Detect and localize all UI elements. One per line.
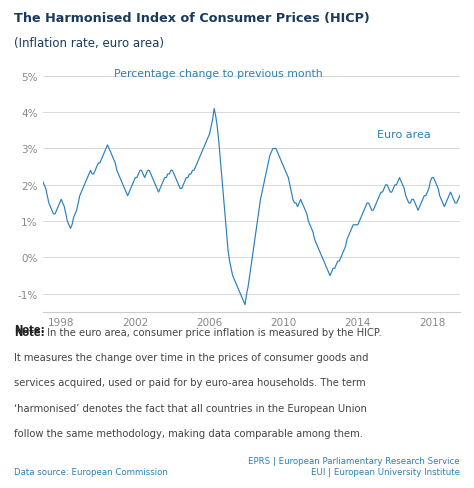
Text: Data source: European Commission: Data source: European Commission	[14, 467, 168, 476]
Text: services acquired, used or paid for by euro-area households. The term: services acquired, used or paid for by e…	[14, 378, 366, 387]
Text: Euro area: Euro area	[377, 130, 430, 140]
Text: Note:: Note:	[14, 325, 45, 334]
Text: EPRS | European Parliamentary Research Service: EPRS | European Parliamentary Research S…	[248, 456, 460, 465]
Text: In the euro area, consumer price inflation is measured by the HICP.: In the euro area, consumer price inflati…	[44, 327, 381, 337]
Text: EUI | European University Institute: EUI | European University Institute	[311, 467, 460, 476]
Text: Note:: Note:	[14, 327, 45, 337]
Text: ‘harmonised’ denotes the fact that all countries in the European Union: ‘harmonised’ denotes the fact that all c…	[14, 403, 367, 413]
Text: follow the same methodology, making data comparable among them.: follow the same methodology, making data…	[14, 428, 363, 438]
Text: The Harmonised Index of Consumer Prices (HICP): The Harmonised Index of Consumer Prices …	[14, 12, 370, 25]
Text: It measures the change over time in the prices of consumer goods and: It measures the change over time in the …	[14, 352, 369, 362]
Text: Percentage change to previous month: Percentage change to previous month	[114, 69, 322, 79]
Text: (Inflation rate, euro area): (Inflation rate, euro area)	[14, 37, 164, 50]
